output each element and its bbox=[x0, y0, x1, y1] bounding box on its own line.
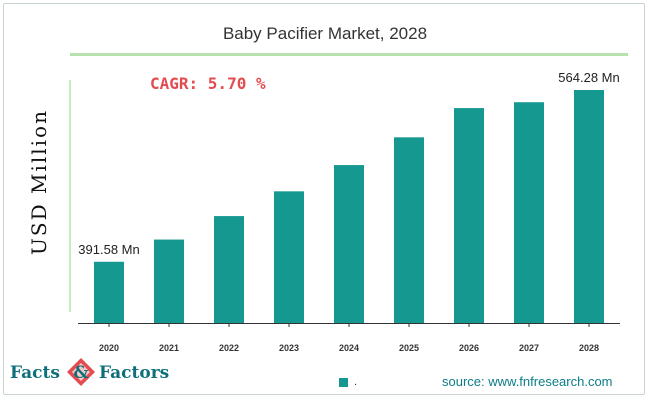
x-tick-label-2024: 2024 bbox=[339, 343, 359, 353]
x-tick-label-2023: 2023 bbox=[279, 343, 299, 353]
x-tick-label-2022: 2022 bbox=[219, 343, 239, 353]
source-credit: source: www.fnfresearch.com bbox=[442, 374, 613, 389]
x-tick-label-2026: 2026 bbox=[459, 343, 479, 353]
chart-title: Baby Pacifier Market, 2028 bbox=[222, 24, 428, 43]
bar-2020 bbox=[94, 261, 124, 323]
bar-2025 bbox=[394, 137, 424, 323]
x-tick-label-2021: 2021 bbox=[159, 343, 179, 353]
svg-text:&: & bbox=[73, 363, 89, 383]
chart-frame bbox=[3, 3, 645, 395]
logo-word-factors: Factors bbox=[99, 363, 170, 383]
chart-legend: . bbox=[339, 376, 357, 388]
cagr-annotation: CAGR: 5.70 % bbox=[150, 74, 266, 93]
data-label-2020: 391.58 Mn bbox=[78, 242, 139, 257]
x-tick-label-2025: 2025 bbox=[399, 343, 419, 353]
bar-2026 bbox=[454, 108, 484, 323]
legend-swatch bbox=[339, 377, 348, 387]
ampersand-logo-icon: & bbox=[67, 358, 95, 386]
x-tick-label-2027: 2027 bbox=[519, 343, 539, 353]
bar-2028 bbox=[574, 90, 604, 323]
bar-2024 bbox=[334, 165, 364, 323]
bar-2027 bbox=[514, 102, 544, 323]
bar-2021 bbox=[154, 239, 184, 323]
x-tick-label-2020: 2020 bbox=[99, 343, 119, 353]
y-axis-line bbox=[69, 80, 71, 312]
title-divider bbox=[70, 53, 628, 56]
data-label-2028: 564.28 Mn bbox=[558, 70, 619, 85]
legend-label: . bbox=[354, 376, 358, 388]
x-tick-label-2028: 2028 bbox=[579, 343, 599, 353]
logo-word-facts: Facts bbox=[10, 363, 60, 383]
bar-2023 bbox=[274, 191, 304, 323]
bar-2022 bbox=[214, 216, 244, 323]
